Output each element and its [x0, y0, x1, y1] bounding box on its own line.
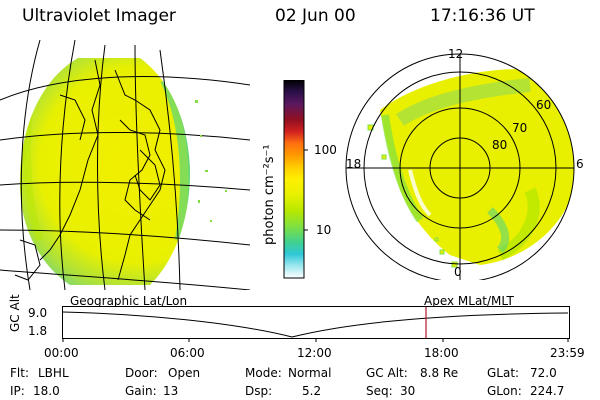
time-tick-1200: 12:00	[297, 346, 332, 360]
mlt-label-0: 0	[454, 265, 462, 279]
ip-value: 18.0	[33, 384, 60, 398]
glat-value: 72.0	[530, 366, 557, 380]
ip-label: IP:	[10, 384, 25, 398]
glon-value: 224.7	[530, 384, 565, 398]
alt-timeline-plot	[62, 306, 570, 342]
time-label: 17:16:36 UT	[430, 6, 535, 26]
mlt-label-12: 12	[448, 47, 464, 61]
instrument-title: Ultraviolet Imager	[22, 6, 176, 26]
gcalt-label: GC Alt:	[366, 366, 408, 380]
flt-value: LBHL	[38, 366, 69, 380]
dsp-value: 5.2	[302, 384, 322, 398]
mlt-label-6: 6	[576, 157, 584, 171]
time-tick-0000: 00:00	[44, 346, 79, 360]
colorbar-tick-100: 100	[314, 143, 337, 157]
glon-label: GLon:	[487, 384, 522, 398]
time-tick-2359: 23:59	[550, 346, 585, 360]
lat-label-60: 60	[536, 98, 552, 112]
mode-label: Mode:	[245, 366, 282, 380]
dsp-label: Dsp:	[245, 384, 273, 398]
time-tick-0600: 06:00	[170, 346, 205, 360]
right-projection-label: Apex MLat/MLT	[424, 294, 514, 308]
alt-ymin-label: 1.8	[28, 324, 48, 338]
glat-label: GLat:	[487, 366, 520, 380]
gain-label: Gain:	[125, 384, 157, 398]
gain-value: 13	[163, 384, 179, 398]
mode-value: Normal	[288, 366, 332, 380]
alt-axis-label: GC Alt	[8, 294, 22, 332]
time-tick-1800: 18:00	[424, 346, 459, 360]
mlt-label-18: 18	[346, 157, 362, 171]
date-label: 02 Jun 00	[275, 6, 356, 26]
alt-ymax-label: 9.0	[28, 306, 48, 320]
lat-label-80: 80	[492, 138, 508, 152]
geographic-globe-image	[0, 40, 250, 290]
gcalt-value: 8.8 Re	[420, 366, 459, 380]
colorbar	[283, 80, 308, 279]
door-value: Open	[168, 366, 201, 380]
seq-label: Seq:	[366, 384, 393, 398]
lat-label-70: 70	[512, 121, 528, 135]
seq-value: 30	[400, 384, 416, 398]
left-projection-label: Geographic Lat/Lon	[70, 294, 188, 308]
flt-label: Flt:	[10, 366, 29, 380]
polar-mlt-plot	[345, 53, 575, 280]
door-label: Door:	[125, 366, 158, 380]
colorbar-tick-10: 10	[316, 223, 332, 237]
colorbar-unit-label: photon cm⁻²s⁻¹	[262, 144, 277, 245]
